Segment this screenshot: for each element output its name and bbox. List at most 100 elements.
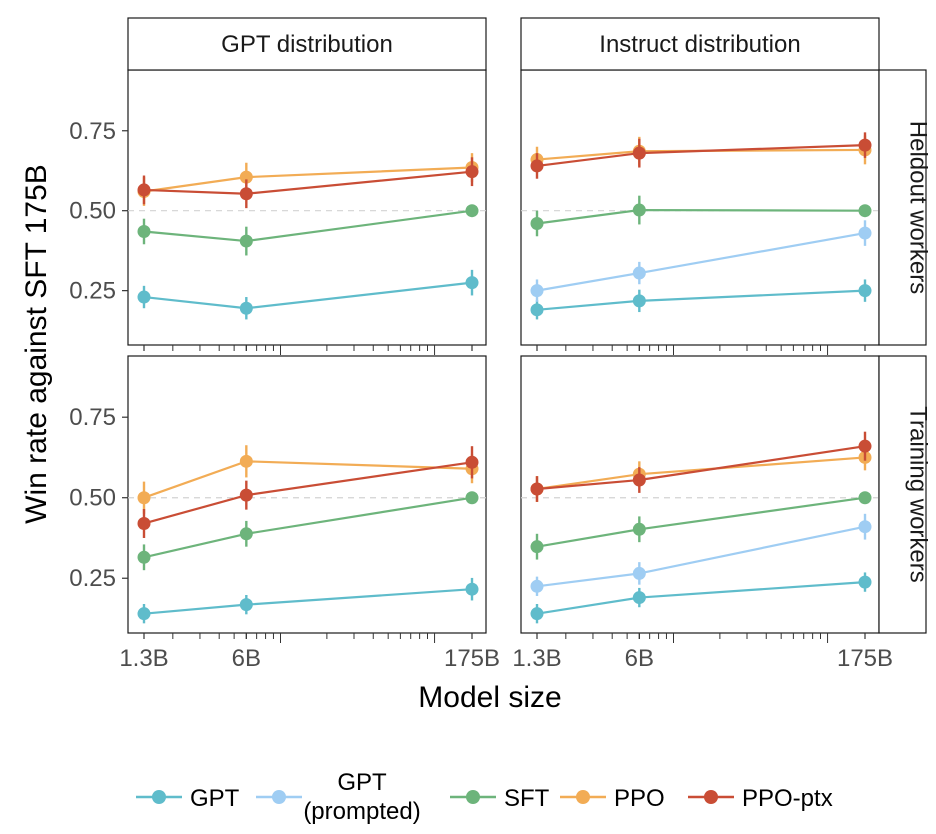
series-ppo-ptx xyxy=(530,132,872,179)
data-point xyxy=(530,579,544,593)
panel-gpt-distribution-training-workers xyxy=(127,355,487,634)
series-gpt xyxy=(137,577,479,624)
data-point xyxy=(858,575,872,589)
data-point xyxy=(858,138,872,152)
data-point xyxy=(137,607,151,621)
x-axis-title: Model size xyxy=(418,681,561,714)
panel-border xyxy=(520,69,880,346)
data-point xyxy=(137,491,151,505)
legend-label: SFT xyxy=(504,785,550,812)
data-point xyxy=(530,540,544,554)
data-point xyxy=(632,146,646,160)
data-point xyxy=(239,488,253,502)
y-tick-label: 0.50 xyxy=(69,198,116,225)
data-point xyxy=(858,284,872,298)
legend-marker xyxy=(576,790,590,804)
legend-item-sft: SFT xyxy=(450,785,550,812)
legend-label: PPO xyxy=(614,785,665,812)
data-point xyxy=(530,284,544,298)
column-strip xyxy=(520,17,880,71)
y-tick-label: 0.25 xyxy=(69,278,116,305)
legend-marker xyxy=(272,790,286,804)
panel-border xyxy=(127,69,487,346)
data-point xyxy=(465,276,479,290)
data-point xyxy=(632,203,646,217)
y-tick-label: 0.75 xyxy=(69,404,116,431)
series-gpt-prompted xyxy=(530,513,872,596)
data-point xyxy=(465,582,479,596)
column-strip-label: GPT distribution xyxy=(221,31,393,58)
data-point xyxy=(465,455,479,469)
panel-instruct-distribution-training-workers xyxy=(520,355,880,634)
y-tick-label: 0.75 xyxy=(69,118,116,145)
legend-label: PPO-ptx xyxy=(742,785,833,812)
series-sft xyxy=(530,491,872,560)
series-ppo-ptx xyxy=(137,157,479,209)
legend-marker xyxy=(152,790,166,804)
series-gpt xyxy=(530,279,872,320)
series-sft xyxy=(530,195,872,237)
y-tick-label: 0.25 xyxy=(69,565,116,592)
data-point xyxy=(137,224,151,238)
legend-marker xyxy=(466,790,480,804)
legend-item-ppo: PPO xyxy=(560,785,665,812)
data-point xyxy=(239,234,253,248)
legend-label: GPT xyxy=(190,785,240,812)
data-point xyxy=(858,439,872,453)
data-point xyxy=(858,226,872,240)
x-tick-label: 175B xyxy=(837,645,893,672)
data-point xyxy=(858,204,872,218)
row-strip-label: Heldout workers xyxy=(905,121,932,294)
data-point xyxy=(858,520,872,534)
y-axis-title: Win rate against SFT 175B xyxy=(20,164,53,524)
legend-item-gpt-prompted: GPT(prompted) xyxy=(256,769,421,825)
data-point xyxy=(239,170,253,184)
data-point xyxy=(465,204,479,218)
data-point xyxy=(465,165,479,179)
data-point xyxy=(137,550,151,564)
series-sft xyxy=(137,491,479,571)
data-point xyxy=(530,607,544,621)
data-point xyxy=(632,566,646,580)
panel-instruct-distribution-heldout-workers xyxy=(520,69,880,346)
data-point xyxy=(239,187,253,201)
series-sft xyxy=(137,204,479,256)
data-point xyxy=(239,527,253,541)
data-point xyxy=(137,290,151,304)
x-tick-label: 1.3B xyxy=(119,645,168,672)
row-strip xyxy=(878,69,927,346)
x-tick-label: 6B xyxy=(232,645,261,672)
row-strip xyxy=(878,355,927,634)
x-tick-label: 6B xyxy=(625,645,654,672)
data-point xyxy=(632,591,646,605)
data-point xyxy=(530,216,544,230)
data-point xyxy=(137,516,151,530)
data-point xyxy=(632,473,646,487)
panel-border xyxy=(520,355,880,634)
data-point xyxy=(239,454,253,468)
column-strip-label: Instruct distribution xyxy=(599,31,800,58)
data-point xyxy=(137,183,151,197)
panel-border xyxy=(127,355,487,634)
series-ppo-ptx xyxy=(530,431,872,502)
x-tick-label: 175B xyxy=(444,645,500,672)
data-point xyxy=(632,522,646,536)
data-point xyxy=(530,159,544,173)
data-point xyxy=(239,598,253,612)
x-tick-label: 1.3B xyxy=(512,645,561,672)
legend-label: GPT xyxy=(337,769,387,796)
data-point xyxy=(632,294,646,308)
row-strip-label: Training workers xyxy=(905,406,932,583)
legend-label: (prompted) xyxy=(303,798,420,825)
column-strip xyxy=(127,17,487,71)
series-gpt-prompted xyxy=(530,220,872,302)
y-tick-label: 0.50 xyxy=(69,485,116,512)
legend-item-ppo-ptx: PPO-ptx xyxy=(688,785,833,812)
data-point xyxy=(239,301,253,315)
data-point xyxy=(632,266,646,280)
data-point xyxy=(465,491,479,505)
series-gpt xyxy=(137,269,479,320)
data-point xyxy=(530,482,544,496)
